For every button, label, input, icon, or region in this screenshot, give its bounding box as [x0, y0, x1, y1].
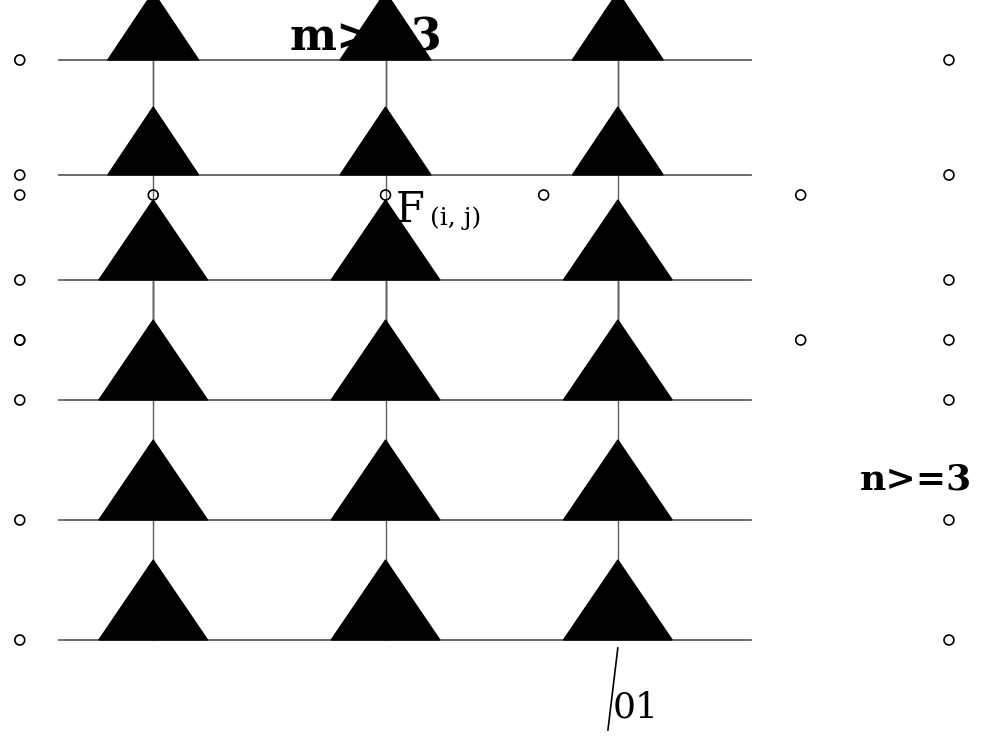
Polygon shape: [99, 560, 208, 640]
Polygon shape: [563, 320, 672, 400]
Text: m>=3: m>=3: [289, 17, 442, 59]
Polygon shape: [331, 440, 440, 520]
Polygon shape: [563, 440, 672, 520]
Text: (i, j): (i, j): [430, 207, 481, 230]
Polygon shape: [563, 560, 672, 640]
Polygon shape: [563, 200, 672, 280]
Text: F: F: [396, 189, 425, 231]
Text: 01: 01: [613, 691, 659, 725]
Polygon shape: [331, 560, 440, 640]
Polygon shape: [99, 320, 208, 400]
Polygon shape: [99, 200, 208, 280]
Polygon shape: [331, 200, 440, 280]
Text: n>=3: n>=3: [860, 463, 972, 497]
Polygon shape: [572, 0, 663, 60]
Polygon shape: [572, 107, 663, 175]
Polygon shape: [108, 107, 199, 175]
Polygon shape: [99, 440, 208, 520]
Polygon shape: [331, 320, 440, 400]
Polygon shape: [340, 107, 431, 175]
Polygon shape: [340, 0, 431, 60]
Polygon shape: [108, 0, 199, 60]
